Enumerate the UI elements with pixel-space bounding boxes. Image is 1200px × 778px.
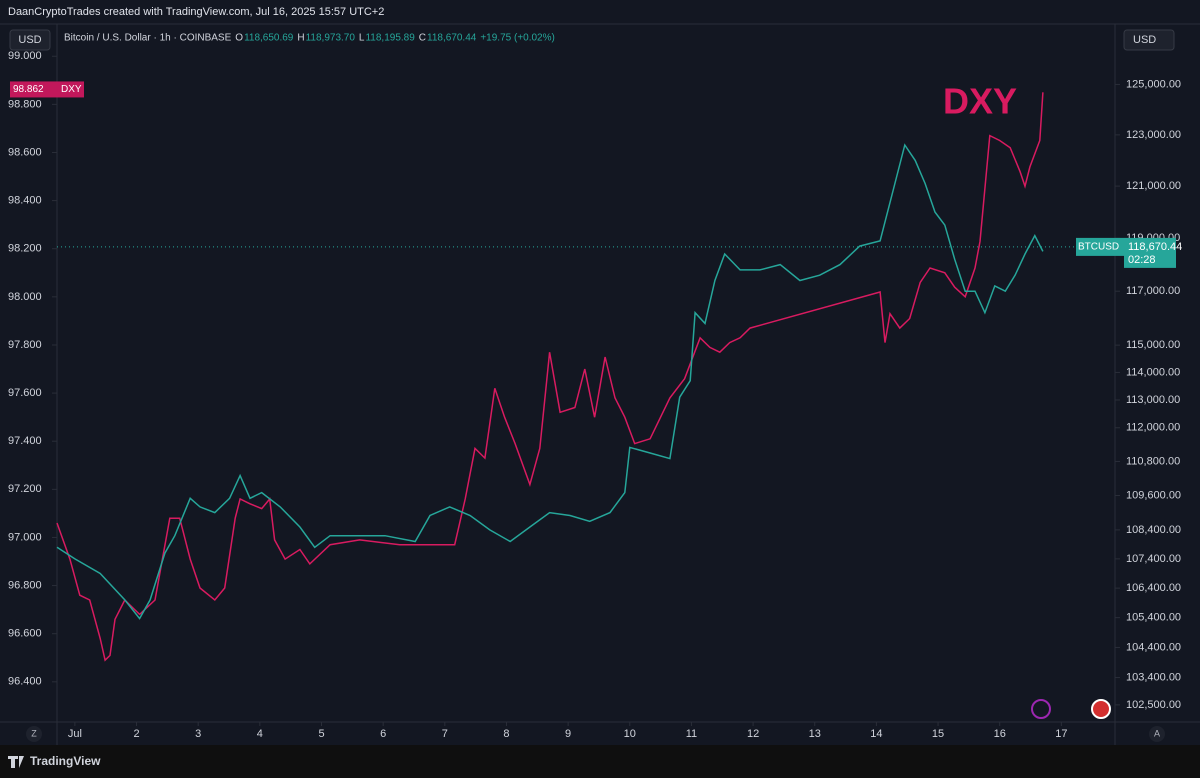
- currency-right: USD: [1133, 34, 1156, 46]
- y2-tick-label: 125,000.00: [1126, 78, 1181, 90]
- legend-text: L: [359, 33, 365, 44]
- legend-text: +19.75 (+0.02%): [480, 33, 555, 44]
- x-tick-label: 7: [442, 728, 448, 740]
- top-bar: [0, 0, 1200, 24]
- legend-text: 118,670.44: [427, 33, 477, 44]
- legend-text: 118,973.70: [306, 33, 356, 44]
- y2-tick-label: 112,000.00: [1126, 422, 1180, 434]
- x-tick-label: 6: [380, 728, 386, 740]
- series-line: [56, 143, 1044, 620]
- icon[interactable]: [1091, 699, 1111, 719]
- y-tick-label: 98.800: [8, 98, 42, 110]
- y-tick-label: 97.400: [8, 435, 42, 447]
- x-tick-label: 4: [257, 728, 263, 740]
- x-tick-label: 3: [195, 728, 201, 740]
- x-tick-label: 10: [624, 728, 636, 740]
- y2-tick-label: 117,000.00: [1126, 285, 1180, 297]
- y2-tick-label: 106,400.00: [1126, 582, 1181, 594]
- currency-left: USD: [18, 34, 41, 46]
- icon[interactable]: [1031, 699, 1051, 719]
- x-tick-label: 13: [809, 728, 821, 740]
- legend-text: 118,650.69: [244, 33, 294, 44]
- y2-tick-label: 104,400.00: [1126, 641, 1181, 653]
- y2-tick-label: 108,400.00: [1126, 524, 1181, 536]
- price-tag-label: 118,670.44: [1128, 241, 1182, 253]
- zoom-button[interactable]: [26, 726, 42, 742]
- price-tag-name: BTCUSD: [1078, 242, 1119, 253]
- x-tick-label: 9: [565, 728, 571, 740]
- y2-tick-label: 110,800.00: [1126, 455, 1180, 467]
- x-tick-label: Jul: [68, 728, 82, 740]
- price-tag-countdown: 02:28: [1128, 254, 1156, 266]
- dxy-tag-label: 98.862: [13, 84, 44, 95]
- price-tag-value: [1124, 237, 1176, 268]
- y-tick-label: 98.400: [8, 195, 42, 207]
- x-tick-label: 5: [318, 728, 324, 740]
- y-tick-label: 97.800: [8, 339, 42, 351]
- y-tick-label: 98.000: [8, 291, 42, 303]
- y2-tick-label: 105,400.00: [1126, 612, 1181, 624]
- x-tick-label: 2: [133, 728, 139, 740]
- y2-tick-label: 103,400.00: [1126, 671, 1181, 683]
- y-tick-label: 97.200: [8, 483, 42, 495]
- legend-text: 118,195.89: [365, 33, 415, 44]
- y2-tick-label: 113,000.00: [1126, 394, 1180, 406]
- x-tick-label: 14: [870, 728, 882, 740]
- currency-button[interactable]: [9, 29, 51, 51]
- y2-tick-label: 121,000.00: [1126, 180, 1181, 192]
- y-tick-label: 99.000: [8, 50, 42, 62]
- legend-text: O: [235, 33, 243, 44]
- auto-button[interactable]: [1149, 726, 1165, 742]
- y2-tick-label: 107,400.00: [1126, 553, 1181, 565]
- footer: [0, 745, 1200, 778]
- y2-tick-label: 102,500.00: [1126, 699, 1181, 711]
- dxy-tag-name: DXY: [61, 84, 82, 95]
- x-tick-label: 8: [503, 728, 509, 740]
- legend-text: H: [297, 33, 304, 44]
- y-tick-label: 96.600: [8, 628, 42, 640]
- y2-tick-label: 123,000.00: [1126, 129, 1181, 141]
- series-line: [56, 92, 1044, 662]
- y-tick-label: 98.600: [8, 146, 42, 158]
- y2-tick-label: 114,000.00: [1126, 366, 1180, 378]
- dxy-tag: [10, 81, 84, 98]
- x-tick-label: 16: [994, 728, 1006, 740]
- brand-logo: [8, 756, 24, 768]
- credit: DaanCryptoTrades created with TradingVie…: [8, 6, 384, 18]
- annotation: DXY: [943, 81, 1017, 122]
- brand: TradingView: [30, 754, 101, 768]
- legend-text: C: [419, 33, 426, 44]
- y-tick-label: 96.400: [8, 676, 42, 688]
- x-tick-label: 15: [932, 728, 944, 740]
- y-tick-label: 96.800: [8, 579, 42, 591]
- y2-tick-label: 115,000.00: [1126, 339, 1180, 351]
- auto-label: A: [1154, 728, 1160, 738]
- y-tick-label: 98.200: [8, 243, 42, 255]
- zoom-label: Z: [31, 728, 37, 738]
- y-tick-label: 97.600: [8, 387, 42, 399]
- currency-button[interactable]: [1123, 29, 1175, 51]
- x-tick-label: 17: [1055, 728, 1067, 740]
- y-tick-label: 97.000: [8, 531, 42, 543]
- y2-tick-label: 109,600.00: [1126, 489, 1181, 501]
- symbol: Bitcoin / U.S. Dollar · 1h · COINBASE: [64, 33, 232, 44]
- price-tag: [1076, 237, 1124, 256]
- x-tick-label: 11: [686, 728, 697, 740]
- x-tick-label: 12: [747, 728, 759, 740]
